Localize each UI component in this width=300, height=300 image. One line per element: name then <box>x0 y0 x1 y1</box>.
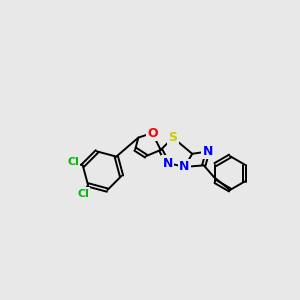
Text: S: S <box>169 131 178 144</box>
Text: N: N <box>162 157 173 169</box>
Text: Cl: Cl <box>68 157 80 167</box>
Text: O: O <box>147 127 158 140</box>
Text: N: N <box>202 145 213 158</box>
Text: N: N <box>179 160 190 173</box>
Text: Cl: Cl <box>77 189 89 199</box>
